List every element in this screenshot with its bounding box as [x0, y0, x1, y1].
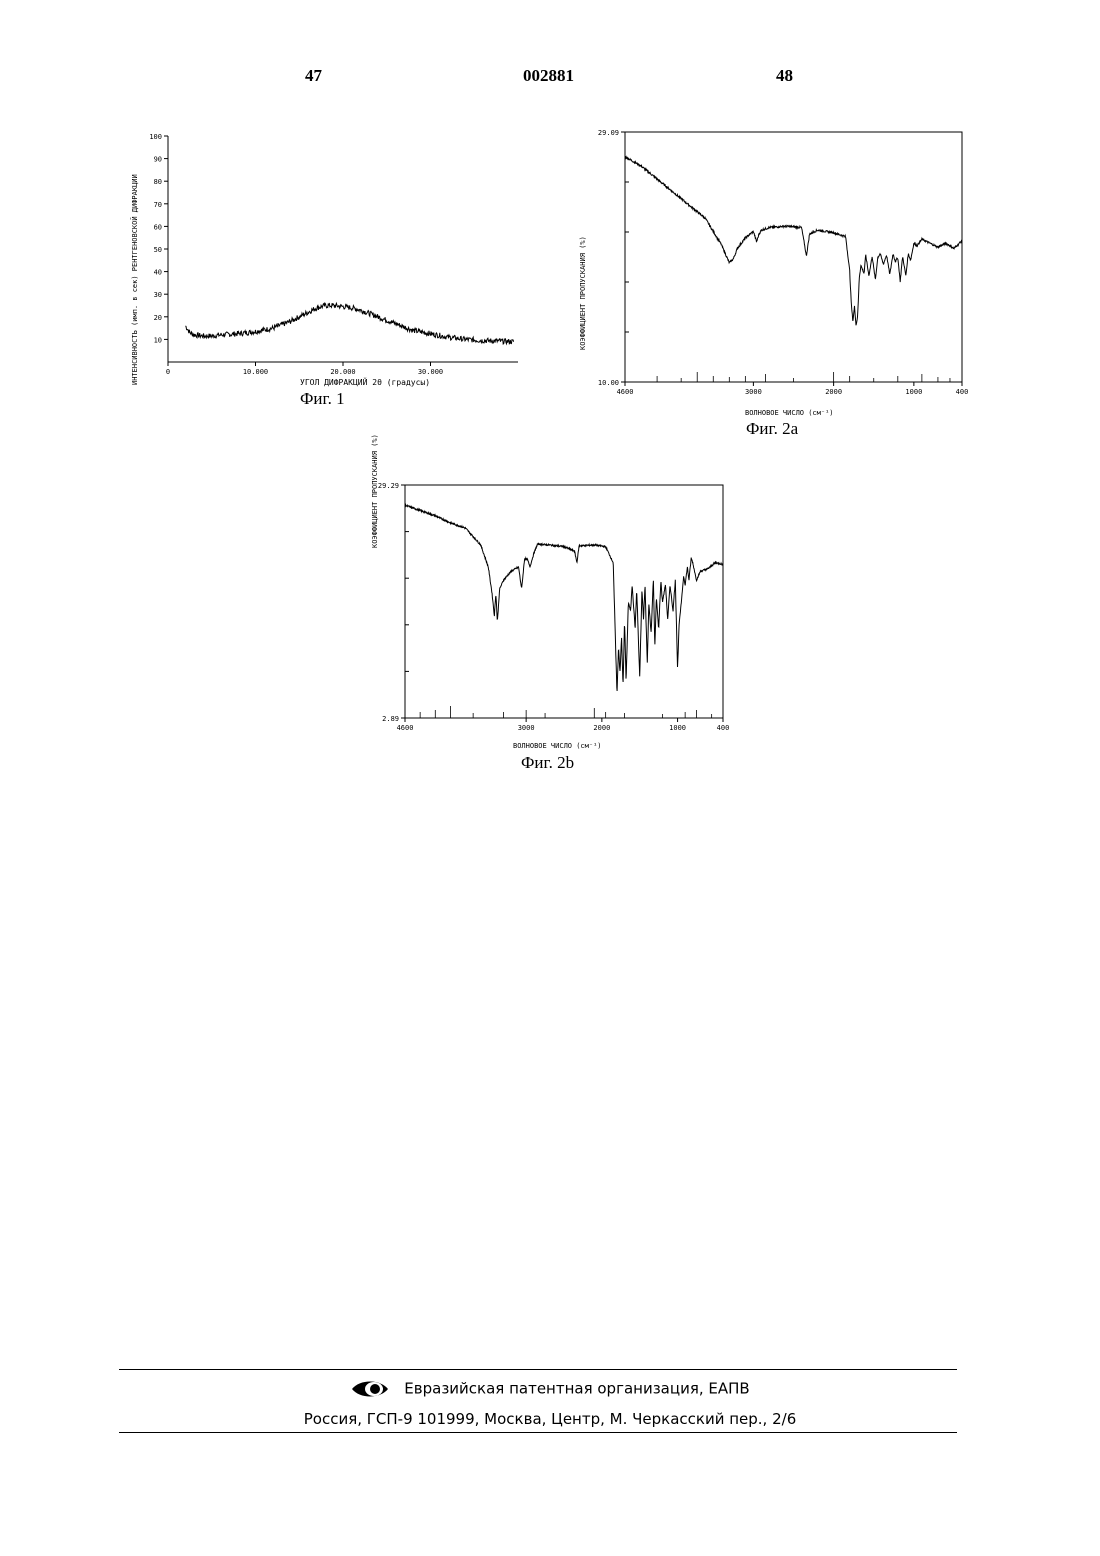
- fig1-x-tick-label: 10.000: [243, 368, 268, 376]
- fig2b-ticks: 4600 3000 2000 1000 400 2.89 29.29: [378, 482, 729, 732]
- fig1-y-tick-label: 40: [154, 269, 162, 277]
- fig2a-markers: [657, 372, 950, 382]
- footer-address: Россия, ГСП-9 101999, Москва, Центр, М. …: [0, 1410, 1100, 1428]
- figure-2a: 4600 3000 2000 1000 400 10.00 29.09 ВОЛНОВОЕ Ч…: [575, 125, 975, 425]
- fig2b-plot-frame: [405, 485, 723, 718]
- fig1-x-tick-label: 0: [166, 368, 170, 376]
- fig2b-x-tick-label: 3000: [518, 724, 535, 732]
- fig1-y-tick-label: 20: [154, 314, 162, 322]
- fig2a-x-tick-label: 4600: [617, 388, 634, 396]
- fig1-y-tick-label: 100: [149, 133, 162, 141]
- fig2a-ticks: 4600 3000 2000 1000 400 10.00 29.09: [598, 129, 968, 396]
- fig1-y-tick-label: 30: [154, 291, 162, 299]
- fig2a-x-tick-label: 400: [956, 388, 969, 396]
- fig2a-y-tick-label: 10.00: [598, 379, 619, 387]
- page-number-left: 47: [305, 66, 322, 86]
- fig2a-series-line: [625, 157, 962, 326]
- fig2b-axes: [405, 485, 723, 718]
- fig2b-markers: [420, 706, 711, 718]
- fig1-y-tick-label: 10: [154, 336, 162, 344]
- fig1-y-tick-label: 90: [154, 156, 162, 164]
- footer-org-line: Евразийская патентная организация, ЕАПВ: [0, 1378, 1100, 1400]
- figure-2b: 4600 3000 2000 1000 400 2.89 29.29 ВОЛНОВОЕ ЧИ…: [355, 478, 745, 758]
- fig2a-chart: 4600 3000 2000 1000 400 10.00 29.09 ВОЛНОВОЕ Ч…: [575, 125, 975, 425]
- eye-logo-icon: [350, 1378, 390, 1400]
- fig1-caption: Фиг. 1: [300, 389, 345, 409]
- fig2b-y-tick-label: 2.89: [382, 715, 399, 723]
- fig2b-x-tick-label: 4600: [397, 724, 414, 732]
- fig2b-xlabel: ВОЛНОВОЕ ЧИСЛО (см⁻¹): [513, 742, 602, 750]
- fig1-y-tick-label: 80: [154, 178, 162, 186]
- figure-1: 0 10.000 20.000 30.000 10 20 30 40 50 60 70 80 90 100…: [125, 125, 535, 405]
- fig2a-caption: Фиг. 2a: [746, 419, 798, 439]
- fig2a-x-tick-label: 1000: [905, 388, 922, 396]
- document-number: 002881: [523, 66, 574, 86]
- fig2b-ylabel: КОЭФФИЦИЕНТ ПРОПУСКАНИЯ (%): [371, 434, 379, 548]
- fig1-chart: 0 10.000 20.000 30.000 10 20 30 40 50 60 70 80 90 100…: [125, 125, 535, 405]
- fig2a-x-tick-label: 2000: [825, 388, 842, 396]
- fig2a-ylabel: КОЭФФИЦИЕНТ ПРОПУСКАНИЯ (%): [579, 236, 587, 350]
- fig2b-x-tick-label: 400: [717, 724, 730, 732]
- footer-rule-bottom: [119, 1432, 957, 1433]
- footer-org: Евразийская патентная организация, ЕАПВ: [404, 1380, 749, 1398]
- page-number-right: 48: [776, 66, 793, 86]
- fig2b-caption: Фиг. 2b: [521, 753, 574, 773]
- fig2b-series-line: [405, 505, 723, 691]
- fig1-axes: [168, 136, 518, 362]
- fig1-series-line: [186, 303, 514, 344]
- footer-rule-top: [119, 1369, 957, 1370]
- fig2a-y-tick-label: 29.09: [598, 129, 619, 137]
- fig1-xlabel: УГОЛ ДИФРАКЦИЙ 2θ (градусы): [300, 376, 430, 387]
- fig2a-x-tick-label: 3000: [745, 388, 762, 396]
- fig1-ticks: 0 10.000 20.000 30.000 10 20 30 40 50 60 70 80 90 100: [149, 133, 443, 376]
- fig2b-x-tick-label: 2000: [593, 724, 610, 732]
- fig1-x-tick-label: 20.000: [330, 368, 355, 376]
- fig2b-chart: 4600 3000 2000 1000 400 2.89 29.29 ВОЛНОВОЕ ЧИ…: [355, 478, 745, 758]
- fig2b-y-tick-label: 29.29: [378, 482, 399, 490]
- fig1-x-tick-label: 30.000: [418, 368, 443, 376]
- fig2a-xlabel: ВОЛНОВОЕ ЧИСЛО (см⁻¹): [745, 409, 834, 417]
- fig1-y-tick-label: 70: [154, 201, 162, 209]
- fig1-y-tick-label: 60: [154, 223, 162, 231]
- fig1-ylabel: ИНТЕНСИВНОСТЬ (имп. в сек) РЕНТГЕНОВСКОЙ…: [130, 174, 139, 385]
- fig2b-x-tick-label: 1000: [669, 724, 686, 732]
- fig1-y-tick-label: 50: [154, 246, 162, 254]
